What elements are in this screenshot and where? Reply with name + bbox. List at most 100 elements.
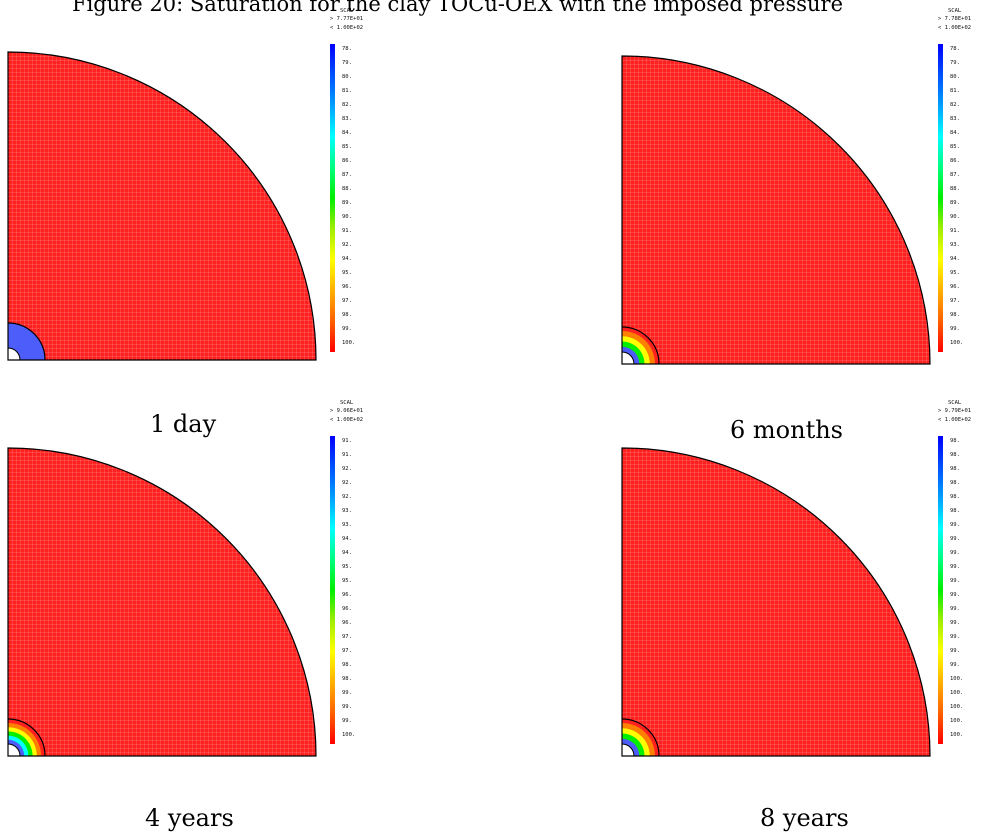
- legend-tick-label: 89.: [342, 200, 352, 206]
- legend-tick-label: 98.: [950, 438, 960, 444]
- legend-tick-label: 87.: [342, 172, 352, 178]
- legend-tick-label: 88.: [950, 186, 960, 192]
- legend-tick-label: 98.: [342, 676, 352, 682]
- buffer-boundary: [7, 718, 46, 757]
- legend-tick-label: 81.: [950, 88, 960, 94]
- legend-tick-label: 96.: [342, 606, 352, 612]
- buffer-boundary: [621, 718, 660, 757]
- legend-tick-label: 97.: [950, 298, 960, 304]
- time-label: 8 years: [760, 804, 849, 832]
- domain-outline: [7, 447, 317, 757]
- legend-max: > 9.79E+01: [938, 408, 972, 414]
- legend-tick-label: 98.: [950, 494, 960, 500]
- legend-tick-label: 98.: [950, 480, 960, 486]
- legend-tick-label: 91.: [342, 438, 352, 444]
- legend-tick-label: 79.: [342, 60, 352, 66]
- legend-color-bar: [330, 436, 335, 744]
- legend-tick-label: 88.: [342, 186, 352, 192]
- figure-caption: Figure 20: Saturation for the clay TOCu-…: [72, 0, 844, 16]
- legend-tick-label: 98.: [950, 508, 960, 514]
- legend-tick-label: 86.: [342, 158, 352, 164]
- legend-tick-label: 99.: [950, 592, 960, 598]
- domain-outline: [621, 447, 931, 757]
- legend-tick-label: 100.: [950, 732, 964, 738]
- legend-tick-label: 95.: [950, 270, 960, 276]
- legend-tick-label: 100.: [342, 732, 356, 738]
- clay-domain: [8, 448, 316, 756]
- legend-tick-label: 91.: [342, 452, 352, 458]
- legend-tick-label: 99.: [950, 648, 960, 654]
- legend-tick-label: 96.: [342, 284, 352, 290]
- legend-tick-label: 95.: [342, 270, 352, 276]
- legend-tick-label: 99.: [950, 550, 960, 556]
- legend-tick-label: 99.: [950, 522, 960, 528]
- legend-tick-label: 97.: [342, 634, 352, 640]
- legend-tick-label: 99.: [950, 634, 960, 640]
- legend-tick-label: 84.: [950, 130, 960, 136]
- legend-tick-label: 94.: [342, 256, 352, 262]
- legend-tick-label: 86.: [950, 158, 960, 164]
- legend-tick-label: 80.: [950, 74, 960, 80]
- legend-tick-label: 99.: [342, 326, 352, 332]
- clay-domain: [622, 56, 930, 364]
- inner-zone: [8, 323, 45, 360]
- legend-tick-label: 82.: [950, 102, 960, 108]
- time-label: 6 months: [730, 416, 843, 444]
- legend-color-bar: [330, 44, 335, 352]
- time-label: 4 years: [145, 804, 234, 832]
- legend-tick-label: 99.: [950, 564, 960, 570]
- buffer-boundary: [621, 326, 660, 365]
- domain-outline: [621, 55, 931, 365]
- legend-tick-label: 100.: [342, 340, 356, 346]
- mesh-quarter-disk: [621, 55, 931, 365]
- legend-min: < 1.00E+02: [330, 25, 364, 31]
- legend-min: < 1.00E+02: [330, 417, 364, 423]
- legend-tick-label: 98.: [342, 312, 352, 318]
- legend-tick-label: 99.: [342, 704, 352, 710]
- legend-tick-label: 98.: [342, 662, 352, 668]
- legend-min: < 1.00E+02: [938, 25, 972, 31]
- legend-tick-label: 79.: [950, 60, 960, 66]
- legend-tick-label: 82.: [342, 102, 352, 108]
- clay-domain: [8, 52, 316, 360]
- clay-domain: [622, 448, 930, 756]
- mesh-quarter-disk: [621, 447, 931, 757]
- legend-tick-label: 99.: [950, 326, 960, 332]
- legend-tick-label: 84.: [342, 130, 352, 136]
- legend-tick-label: 92.: [342, 480, 352, 486]
- legend-tick-label: 99.: [950, 606, 960, 612]
- legend-tick-label: 98.: [950, 466, 960, 472]
- legend-tick-label: 97.: [342, 298, 352, 304]
- legend-title: SCAL: [948, 8, 962, 14]
- legend-tick-label: 99.: [950, 620, 960, 626]
- legend-tick-label: 93.: [342, 522, 352, 528]
- legend-tick-label: 78.: [950, 46, 960, 52]
- legend-tick-label: 99.: [342, 690, 352, 696]
- mesh-quarter-disk: [7, 447, 317, 757]
- legend-tick-label: 92.: [342, 466, 352, 472]
- legend-tick-label: 93.: [950, 242, 960, 248]
- mesh-quarter-disk: [7, 51, 317, 361]
- domain-outline: [7, 51, 317, 361]
- legend-tick-label: 92.: [342, 494, 352, 500]
- legend-tick-label: 100.: [950, 676, 964, 682]
- legend-tick-label: 85.: [342, 144, 352, 150]
- legend-tick-label: 100.: [950, 690, 964, 696]
- legend-tick-label: 91.: [342, 228, 352, 234]
- buffer-boundary: [7, 322, 46, 361]
- legend-tick-label: 81.: [342, 88, 352, 94]
- legend-tick-label: 100.: [950, 340, 964, 346]
- legend-title: SCAL: [948, 400, 962, 406]
- time-label: 1 day: [150, 410, 217, 438]
- legend-color-bar: [938, 44, 943, 352]
- legend-tick-label: 96.: [342, 592, 352, 598]
- legend-tick-label: 100.: [950, 718, 964, 724]
- legend-tick-label: 98.: [950, 312, 960, 318]
- legend-tick-label: 90.: [342, 214, 352, 220]
- legend-tick-label: 83.: [950, 116, 960, 122]
- legend-tick-label: 96.: [950, 284, 960, 290]
- legend-tick-label: 99.: [342, 718, 352, 724]
- legend-tick-label: 85.: [950, 144, 960, 150]
- legend-tick-label: 99.: [950, 662, 960, 668]
- legend-tick-label: 93.: [342, 508, 352, 514]
